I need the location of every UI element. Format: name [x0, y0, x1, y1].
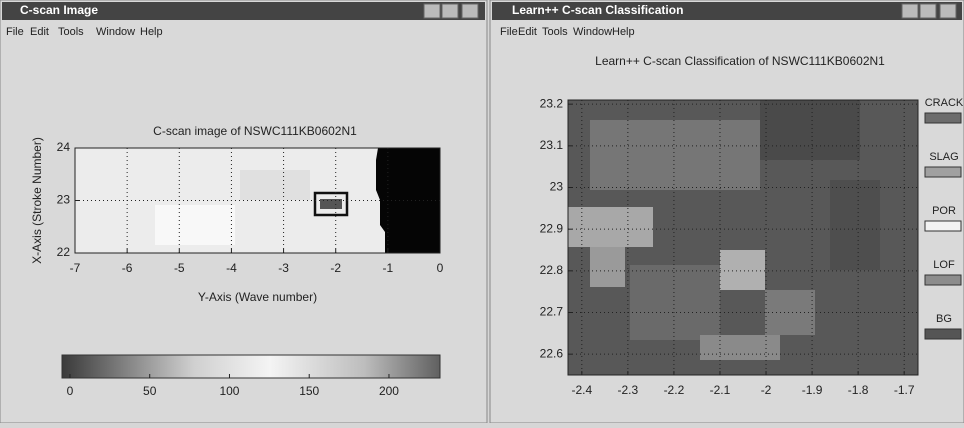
y-tick-label: 22.7: [540, 305, 564, 319]
legend-swatch: [925, 113, 961, 123]
minimize-button[interactable]: [424, 4, 440, 18]
colorbar-tick-label: 0: [67, 384, 74, 398]
x-tick-label: -6: [122, 261, 133, 275]
image-patch: [155, 205, 235, 245]
legend-label: BG: [936, 313, 952, 325]
menu-item[interactable]: Help: [612, 26, 635, 38]
maximize-button[interactable]: [442, 4, 458, 18]
minimize-button[interactable]: [902, 4, 918, 18]
colorbar-tick-label: 50: [143, 384, 157, 398]
screen: C-scan Image Learn++ C-scan Classificati…: [0, 0, 964, 423]
y-tick-label: 22.6: [540, 346, 564, 360]
x-tick-label: -2.1: [710, 383, 731, 397]
maximize-button[interactable]: [920, 4, 936, 18]
legend-swatch: [925, 167, 961, 177]
legend-swatch: [925, 221, 961, 231]
x-tick-label: -1.7: [894, 383, 915, 397]
close-button[interactable]: [462, 4, 478, 18]
legend-label: LOF: [933, 259, 955, 271]
x-axis-label: Y-Axis (Wave number): [198, 290, 317, 304]
class-cell: [760, 100, 860, 160]
x-tick-label: -2: [761, 383, 772, 397]
colorbar: [62, 355, 440, 378]
menu-item[interactable]: Tools: [58, 26, 84, 38]
class-cell: [568, 207, 653, 247]
x-tick-label: -1.8: [848, 383, 869, 397]
y-tick-label: 22.8: [540, 263, 564, 277]
colorbar-tick-label: 100: [219, 384, 239, 398]
x-tick-label: -3: [278, 261, 289, 275]
y-tick-label: 22: [57, 245, 71, 259]
class-cell: [590, 247, 625, 287]
x-tick-label: -7: [70, 261, 81, 275]
y-tick-label: 24: [57, 140, 71, 154]
x-tick-label: -2.2: [664, 383, 685, 397]
x-tick-label: -1.9: [802, 383, 823, 397]
class-cell: [630, 265, 720, 340]
legend-label: SLAG: [929, 151, 958, 163]
close-button[interactable]: [940, 4, 956, 18]
y-tick-label: 22.9: [540, 221, 564, 235]
y-tick-label: 23: [57, 193, 71, 207]
x-tick-label: -2.4: [571, 383, 592, 397]
x-tick-label: -5: [174, 261, 185, 275]
colorbar-tick-label: 150: [299, 384, 319, 398]
chart-title: Learn++ C-scan Classification of NSWC111…: [595, 54, 885, 68]
x-tick-label: 0: [437, 261, 444, 275]
y-tick-label: 23.2: [540, 96, 564, 110]
x-tick-label: -1: [383, 261, 394, 275]
class-cell: [720, 250, 765, 290]
x-tick-label: -4: [226, 261, 237, 275]
class-cell: [830, 180, 880, 270]
legend-swatch: [925, 275, 961, 285]
legend-swatch: [925, 329, 961, 339]
legend-label: POR: [932, 205, 956, 217]
class-cell: [590, 120, 760, 190]
y-tick-label: 23: [550, 180, 564, 194]
x-tick-label: -2: [330, 261, 341, 275]
menu-item[interactable]: Edit: [518, 26, 537, 38]
image-patch: [240, 170, 310, 200]
menu-item[interactable]: Window: [573, 26, 612, 38]
menu-item[interactable]: Tools: [542, 26, 568, 38]
menu-item[interactable]: Edit: [30, 26, 49, 38]
x-tick-label: -2.3: [618, 383, 639, 397]
menu-item[interactable]: File: [500, 26, 518, 38]
legend-label: CRACK: [925, 97, 964, 109]
y-tick-label: 23.1: [540, 138, 564, 152]
menu-item[interactable]: File: [6, 26, 24, 38]
class-cell: [700, 335, 780, 360]
window-title: C-scan Image: [20, 3, 98, 17]
menu-item[interactable]: Help: [140, 26, 163, 38]
colorbar-tick-label: 200: [379, 384, 399, 398]
y-axis-label: X-Axis (Stroke Number): [30, 137, 44, 264]
menu-item[interactable]: Window: [96, 26, 135, 38]
window-title: Learn++ C-scan Classification: [512, 3, 683, 17]
chart-title: C-scan image of NSWC111KB0602N1: [153, 124, 357, 138]
